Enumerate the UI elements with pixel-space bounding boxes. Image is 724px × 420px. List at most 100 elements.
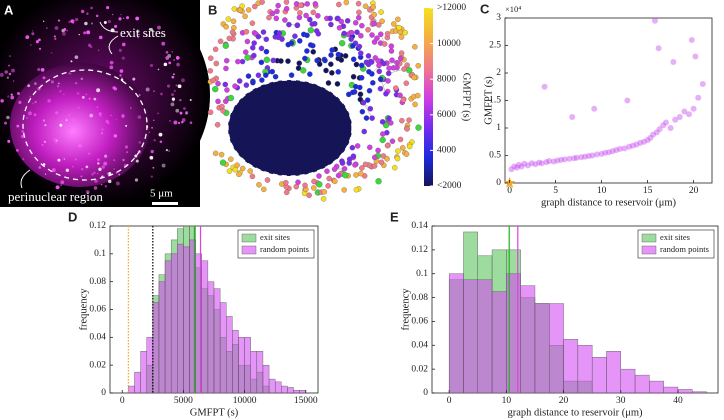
network-node [215, 80, 221, 87]
network-node [391, 21, 397, 27]
network-node [212, 150, 219, 157]
y-tick-label: 0.08 [411, 293, 428, 303]
speck [68, 113, 71, 116]
y-tick-label: 0 [101, 388, 106, 398]
network-node [370, 4, 377, 10]
network-node [258, 59, 265, 66]
speck [37, 67, 41, 72]
network-node [300, 67, 307, 74]
network-node [243, 82, 250, 88]
speck [7, 95, 10, 98]
speck [132, 77, 136, 81]
point [573, 154, 580, 161]
network-node [344, 18, 351, 24]
point [571, 155, 577, 162]
network-node [389, 57, 395, 63]
speck [150, 175, 153, 178]
network-node [251, 52, 257, 59]
network-node [406, 143, 413, 150]
speck [0, 99, 4, 103]
speck [22, 158, 25, 161]
speck [86, 30, 91, 35]
y-tick-label: 0.04 [411, 340, 428, 350]
point [513, 164, 520, 171]
speck [40, 68, 45, 72]
network-node [320, 196, 327, 202]
point [511, 163, 518, 170]
network-node [232, 83, 238, 89]
network-node [263, 36, 270, 43]
speck [71, 165, 74, 168]
network-node [312, 1, 319, 7]
speck [171, 50, 174, 53]
arrow [99, 21, 119, 33]
histogram-bar [649, 380, 664, 394]
speck [181, 120, 184, 124]
scale-bar [152, 202, 178, 205]
speck [104, 154, 108, 158]
network-node [350, 43, 356, 49]
network-node [353, 61, 360, 68]
network-node [379, 136, 386, 144]
x-tick-label: 5 [553, 186, 558, 196]
network-node [359, 22, 365, 29]
point [633, 141, 640, 148]
point [541, 83, 548, 90]
speck [78, 144, 82, 148]
network-node [393, 85, 399, 91]
network-node [316, 173, 322, 179]
network-node [261, 186, 267, 193]
panel-letter: C [480, 1, 490, 16]
network-node [396, 24, 402, 31]
speck [146, 34, 149, 37]
speck [103, 21, 107, 25]
network-node [378, 9, 384, 15]
network-node [275, 34, 282, 41]
speck [90, 6, 93, 10]
nucleus [227, 79, 353, 177]
speck [153, 119, 155, 122]
speck [136, 29, 140, 34]
speck [113, 168, 115, 170]
network-node [394, 59, 400, 66]
network-node [354, 143, 361, 149]
network-node [297, 38, 303, 44]
speck [85, 93, 88, 96]
network-node [368, 59, 375, 65]
colorbar-tick-label: <2000 [437, 181, 462, 191]
network-node [307, 42, 314, 48]
x-tick-label: 0 [447, 396, 452, 406]
network-node [307, 16, 313, 23]
network-node [350, 73, 357, 80]
network-node [352, 162, 358, 168]
network-node [353, 172, 359, 178]
scale-bar-label: 5 μm [150, 188, 173, 200]
network-node [304, 48, 310, 54]
speck [44, 124, 47, 127]
histogram-bar [238, 337, 245, 394]
histogram-bar [506, 273, 521, 394]
speck [38, 47, 42, 50]
network-node [315, 12, 321, 19]
network-node [358, 62, 365, 69]
speck [88, 152, 91, 155]
speck [157, 25, 161, 30]
speck [50, 80, 54, 84]
speck [98, 35, 103, 40]
network-node [358, 75, 365, 81]
network-node [386, 115, 392, 122]
speck [6, 115, 10, 120]
speck [189, 99, 192, 102]
speck [28, 111, 32, 116]
point [647, 134, 654, 141]
speck [109, 60, 114, 65]
network-node [370, 80, 376, 86]
speck [59, 123, 63, 127]
speck [16, 91, 20, 95]
network-node [207, 55, 214, 61]
network-node [331, 166, 338, 172]
network-node [353, 186, 360, 193]
speck [165, 149, 169, 152]
speck [175, 84, 178, 87]
speck [30, 44, 32, 46]
